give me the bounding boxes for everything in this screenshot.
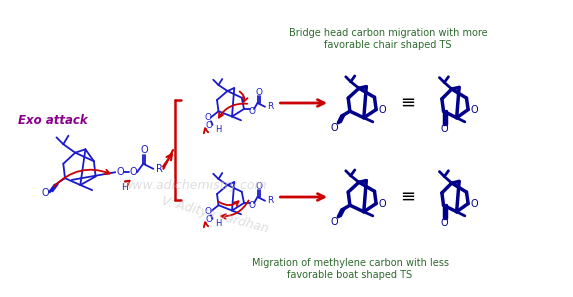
Text: O: O (331, 123, 338, 133)
Text: O: O (116, 167, 124, 177)
Text: O: O (441, 124, 448, 133)
Text: O: O (205, 207, 211, 216)
Text: O: O (206, 215, 213, 224)
Text: O: O (140, 145, 148, 155)
Text: H: H (121, 183, 128, 192)
Text: O: O (378, 199, 386, 208)
Text: H: H (215, 219, 222, 228)
Text: O: O (470, 199, 478, 208)
Text: O: O (470, 105, 478, 115)
Text: O: O (129, 167, 137, 177)
Text: Migration of methylene carbon with less
favorable boat shaped TS: Migration of methylene carbon with less … (252, 258, 449, 279)
Text: O: O (255, 182, 262, 191)
Text: www.adichemistry.com: www.adichemistry.com (123, 178, 268, 192)
Text: ≡: ≡ (401, 188, 415, 206)
Text: O: O (331, 217, 338, 227)
Text: O: O (205, 113, 211, 122)
Text: V. Aditya vardhan: V. Aditya vardhan (160, 195, 270, 236)
Text: O: O (42, 189, 49, 198)
Text: O: O (441, 217, 448, 228)
Text: ≡: ≡ (401, 94, 415, 112)
Text: O: O (378, 105, 386, 115)
Text: O: O (255, 88, 262, 97)
Text: O: O (206, 121, 213, 130)
Text: H: H (215, 125, 222, 134)
Text: R: R (267, 196, 273, 205)
Text: O: O (249, 107, 256, 116)
Text: Bridge head carbon migration with more
favorable chair shaped TS: Bridge head carbon migration with more f… (289, 28, 487, 50)
Text: Exo attack: Exo attack (18, 113, 88, 127)
Text: R: R (156, 164, 163, 174)
Text: R: R (267, 102, 273, 111)
Text: O: O (249, 200, 256, 209)
